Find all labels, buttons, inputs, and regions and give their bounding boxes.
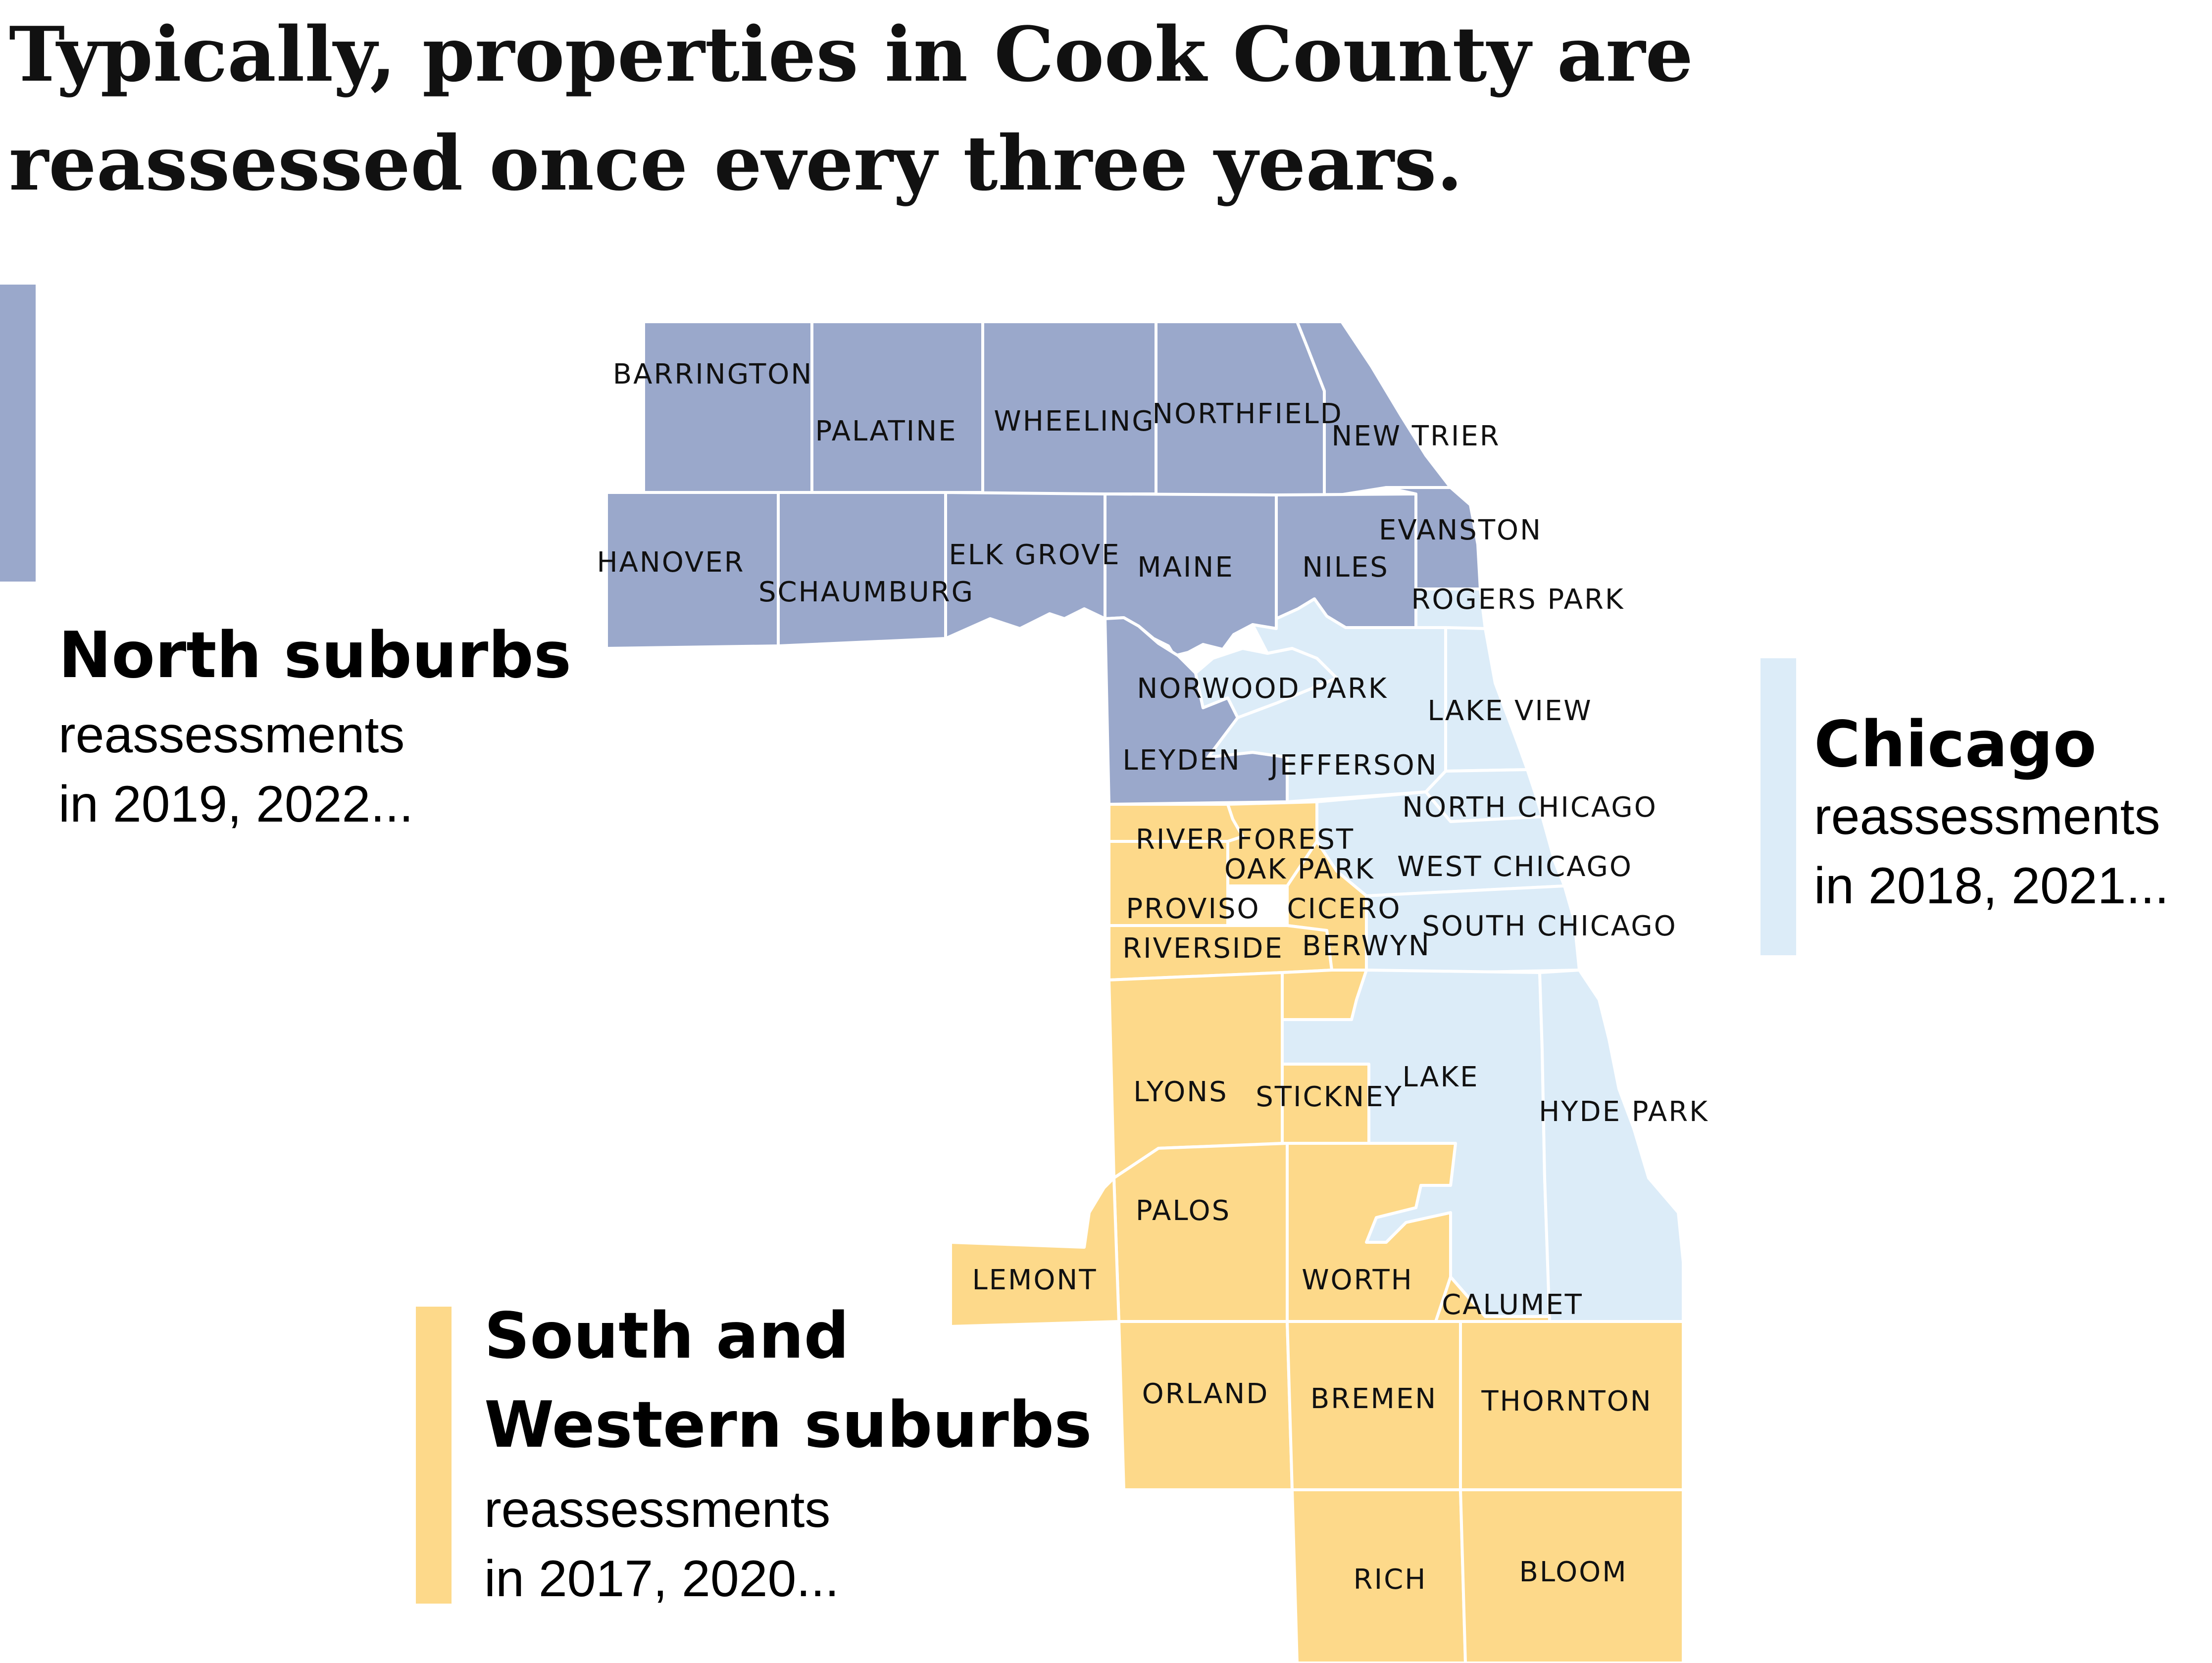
label-proviso: PROVISO bbox=[1126, 893, 1260, 925]
township-barrington bbox=[642, 320, 813, 494]
label-cicero: CICERO bbox=[1287, 893, 1401, 925]
township-lemont bbox=[949, 1176, 1120, 1328]
label-west-chicago: WEST CHICAGO bbox=[1397, 851, 1633, 883]
township-palos bbox=[1112, 1142, 1289, 1323]
label-thornton: THORNTON bbox=[1481, 1385, 1652, 1418]
legend-heading-south-1: South and bbox=[484, 1299, 850, 1373]
legend-line-chicago-1: reassessments bbox=[1814, 788, 2161, 845]
label-river-forest: RIVER FOREST bbox=[1136, 824, 1355, 856]
label-rich: RICH bbox=[1354, 1564, 1427, 1596]
legend-line-north-1: reassessments bbox=[58, 706, 405, 764]
township-palatine bbox=[810, 320, 984, 494]
legend-heading-south-2: Western suburbs bbox=[484, 1388, 1092, 1462]
township-bloom bbox=[1459, 1488, 1685, 1663]
label-bloom: BLOOM bbox=[1519, 1556, 1627, 1588]
label-lemont: LEMONT bbox=[972, 1264, 1097, 1296]
label-hanover: HANOVER bbox=[597, 546, 745, 579]
label-worth: WORTH bbox=[1302, 1264, 1413, 1296]
township-jefferson bbox=[1207, 597, 1447, 803]
label-north-chicago: NORTH CHICAGO bbox=[1402, 791, 1658, 824]
label-riverside: RIVERSIDE bbox=[1122, 932, 1284, 965]
label-new-trier: NEW TRIER bbox=[1331, 420, 1500, 452]
township-schaumburg bbox=[777, 491, 947, 647]
label-norwood-park: NORWOOD PARK bbox=[1137, 673, 1388, 705]
legend-line-north-2: in 2019, 2022... bbox=[58, 776, 414, 833]
township-hyde-park bbox=[1538, 969, 1685, 1323]
label-palos: PALOS bbox=[1136, 1195, 1231, 1227]
label-northfield: NORTHFIELD bbox=[1152, 398, 1343, 430]
township-evanston bbox=[1385, 486, 1482, 590]
legend-line-south-1: reassessments bbox=[484, 1481, 831, 1538]
township-berwyn bbox=[1281, 969, 1368, 1021]
legend-swatch-chicago bbox=[1760, 658, 1796, 955]
label-bremen: BREMEN bbox=[1310, 1383, 1437, 1415]
label-oak-park: OAK PARK bbox=[1224, 853, 1375, 885]
label-stickney: STICKNEY bbox=[1256, 1081, 1403, 1113]
label-lake-view: LAKE VIEW bbox=[1427, 695, 1592, 727]
label-wheeling: WHEELING bbox=[994, 405, 1155, 438]
label-south-chicago: SOUTH CHICAGO bbox=[1422, 910, 1677, 942]
label-barrington: BARRINGTON bbox=[613, 358, 813, 391]
legend-line-chicago-2: in 2018, 2021... bbox=[1814, 857, 2169, 915]
legend-swatch-north bbox=[0, 285, 36, 582]
page-title: Typically, properties in Cook County are… bbox=[9, 10, 1694, 207]
legend-text-south: reassessments in 2017, 2020... bbox=[484, 1475, 839, 1614]
label-lyons: LYONS bbox=[1133, 1076, 1228, 1108]
label-jefferson: JEFFERSON bbox=[1268, 749, 1438, 782]
legend-line-south-2: in 2017, 2020... bbox=[484, 1550, 840, 1608]
label-maine: MAINE bbox=[1137, 551, 1234, 584]
township-calumet bbox=[1434, 1275, 1551, 1323]
label-calumet: CALUMET bbox=[1442, 1289, 1583, 1321]
legend-text-north: reassessments in 2019, 2022... bbox=[58, 700, 413, 839]
label-elk-grove: ELK GROVE bbox=[949, 539, 1120, 571]
legend-swatch-south bbox=[416, 1307, 452, 1604]
label-rogers-park: ROGERS PARK bbox=[1411, 584, 1624, 616]
label-berwyn: BERWYN bbox=[1302, 930, 1431, 962]
label-schaumburg: SCHAUMBURG bbox=[758, 576, 974, 608]
legend-heading-north: North suburbs bbox=[58, 619, 572, 692]
legend-heading-south: South and Western suburbs bbox=[484, 1292, 1177, 1470]
label-leyden: LEYDEN bbox=[1122, 744, 1241, 777]
township-shapes bbox=[605, 320, 1685, 1663]
label-niles: NILES bbox=[1302, 551, 1389, 584]
legend-text-chicago: reassessments in 2018, 2021... bbox=[1814, 782, 2169, 921]
township-rich bbox=[1291, 1488, 1467, 1663]
label-orland: ORLAND bbox=[1142, 1378, 1269, 1410]
label-hyde-park: HYDE PARK bbox=[1539, 1096, 1709, 1128]
label-palatine: PALATINE bbox=[815, 415, 957, 447]
label-lake: LAKE bbox=[1403, 1061, 1479, 1093]
label-evanston: EVANSTON bbox=[1379, 514, 1542, 546]
legend-heading-chicago: Chicago bbox=[1814, 708, 2097, 782]
